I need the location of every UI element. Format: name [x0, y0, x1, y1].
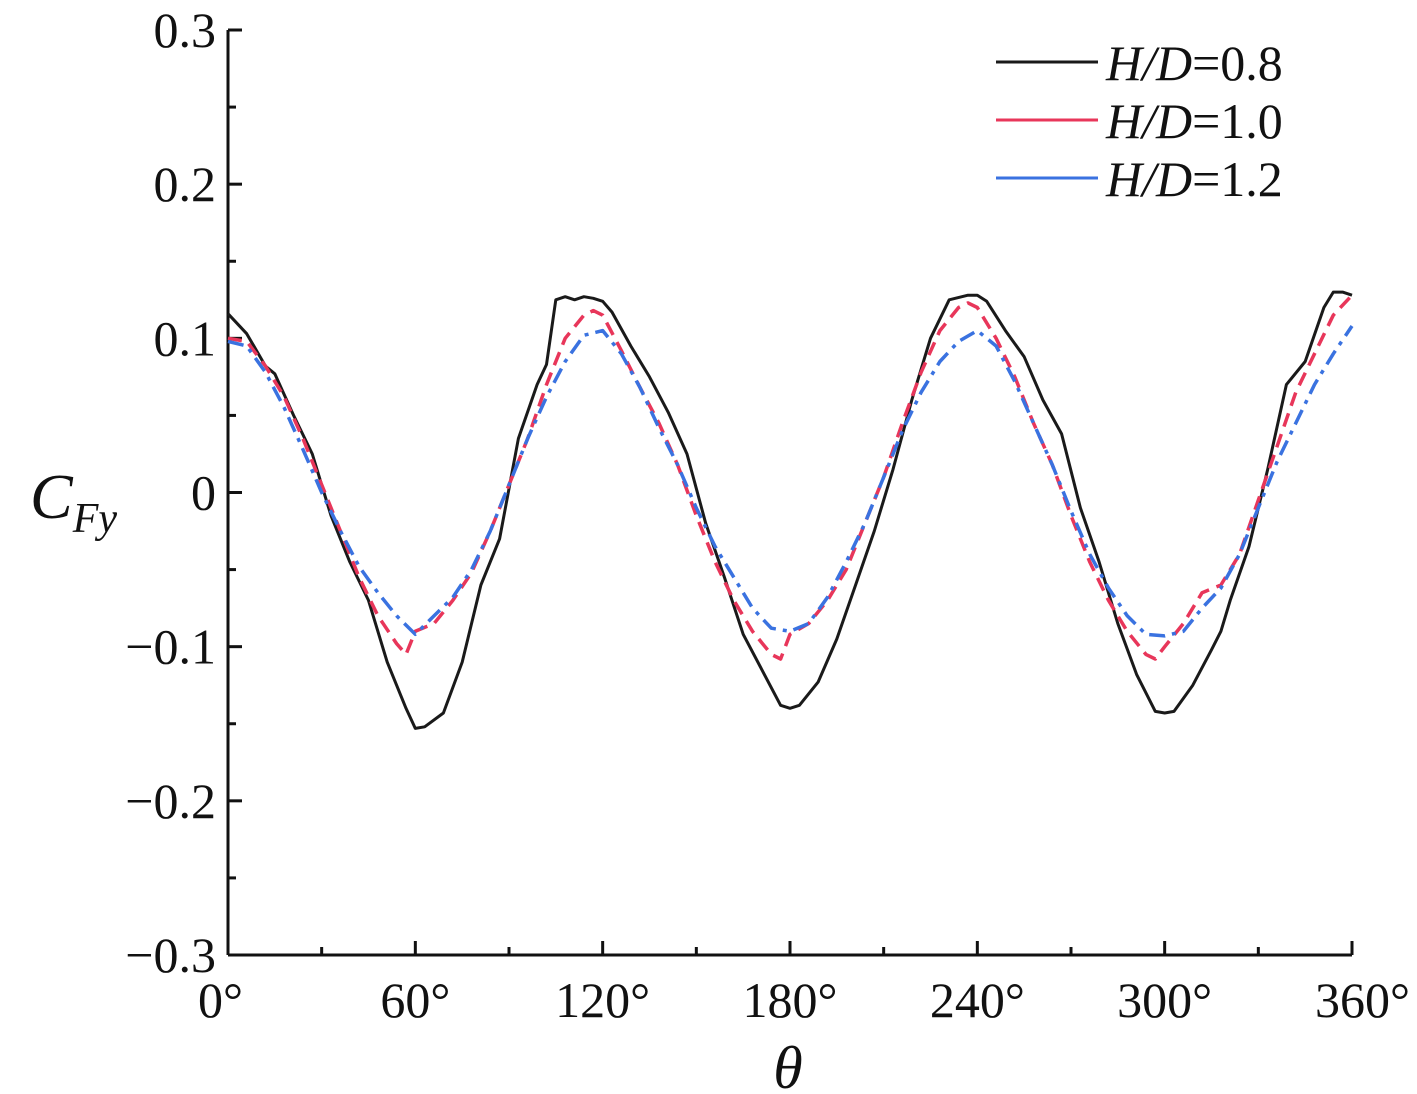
y-tick-label: 0.1 — [154, 310, 217, 366]
legend-label-2: H/D=1.0 — [1105, 93, 1283, 149]
x-tick-label: 240° — [930, 972, 1025, 1028]
tick-labels: 0.3 0.2 0.1 0 −0.1 −0.2 −0.30° 60° 120° 180° 240° 3… — [125, 2, 1410, 1028]
x-axis-title: θ — [773, 1035, 802, 1094]
y-tick-label: −0.1 — [125, 619, 216, 675]
y-tick-label: 0.3 — [154, 2, 217, 58]
legend-label-3: H/D=1.2 — [1105, 151, 1283, 207]
y-tick-label: −0.2 — [125, 773, 216, 829]
y-axis-title: CFy — [30, 461, 117, 542]
y-tick-label: 0.2 — [154, 156, 217, 212]
x-tick-label: 0° — [198, 972, 243, 1028]
series-line-1 — [226, 290, 1353, 730]
y-tick-label: −0.3 — [125, 927, 216, 983]
x-tick-label: 180° — [743, 972, 838, 1028]
y-axis-title-sub: Fy — [72, 496, 118, 542]
series-line-3 — [227, 325, 1354, 638]
x-tick-label: 60° — [380, 972, 450, 1028]
x-tick-label: 300° — [1117, 972, 1212, 1028]
legend: H/D=0.8H/D=1.0H/D=1.2 — [996, 35, 1283, 207]
legend-label-1: H/D=0.8 — [1105, 35, 1283, 91]
y-axis-title-main: C — [30, 461, 74, 532]
x-tick-label: 120° — [555, 972, 650, 1028]
series-lines — [226, 290, 1354, 730]
y-tick-label: 0 — [191, 465, 216, 521]
series-line-2 — [227, 294, 1354, 661]
tick-marks — [226, 28, 1354, 957]
x-tick-label: 360° — [1315, 972, 1410, 1028]
